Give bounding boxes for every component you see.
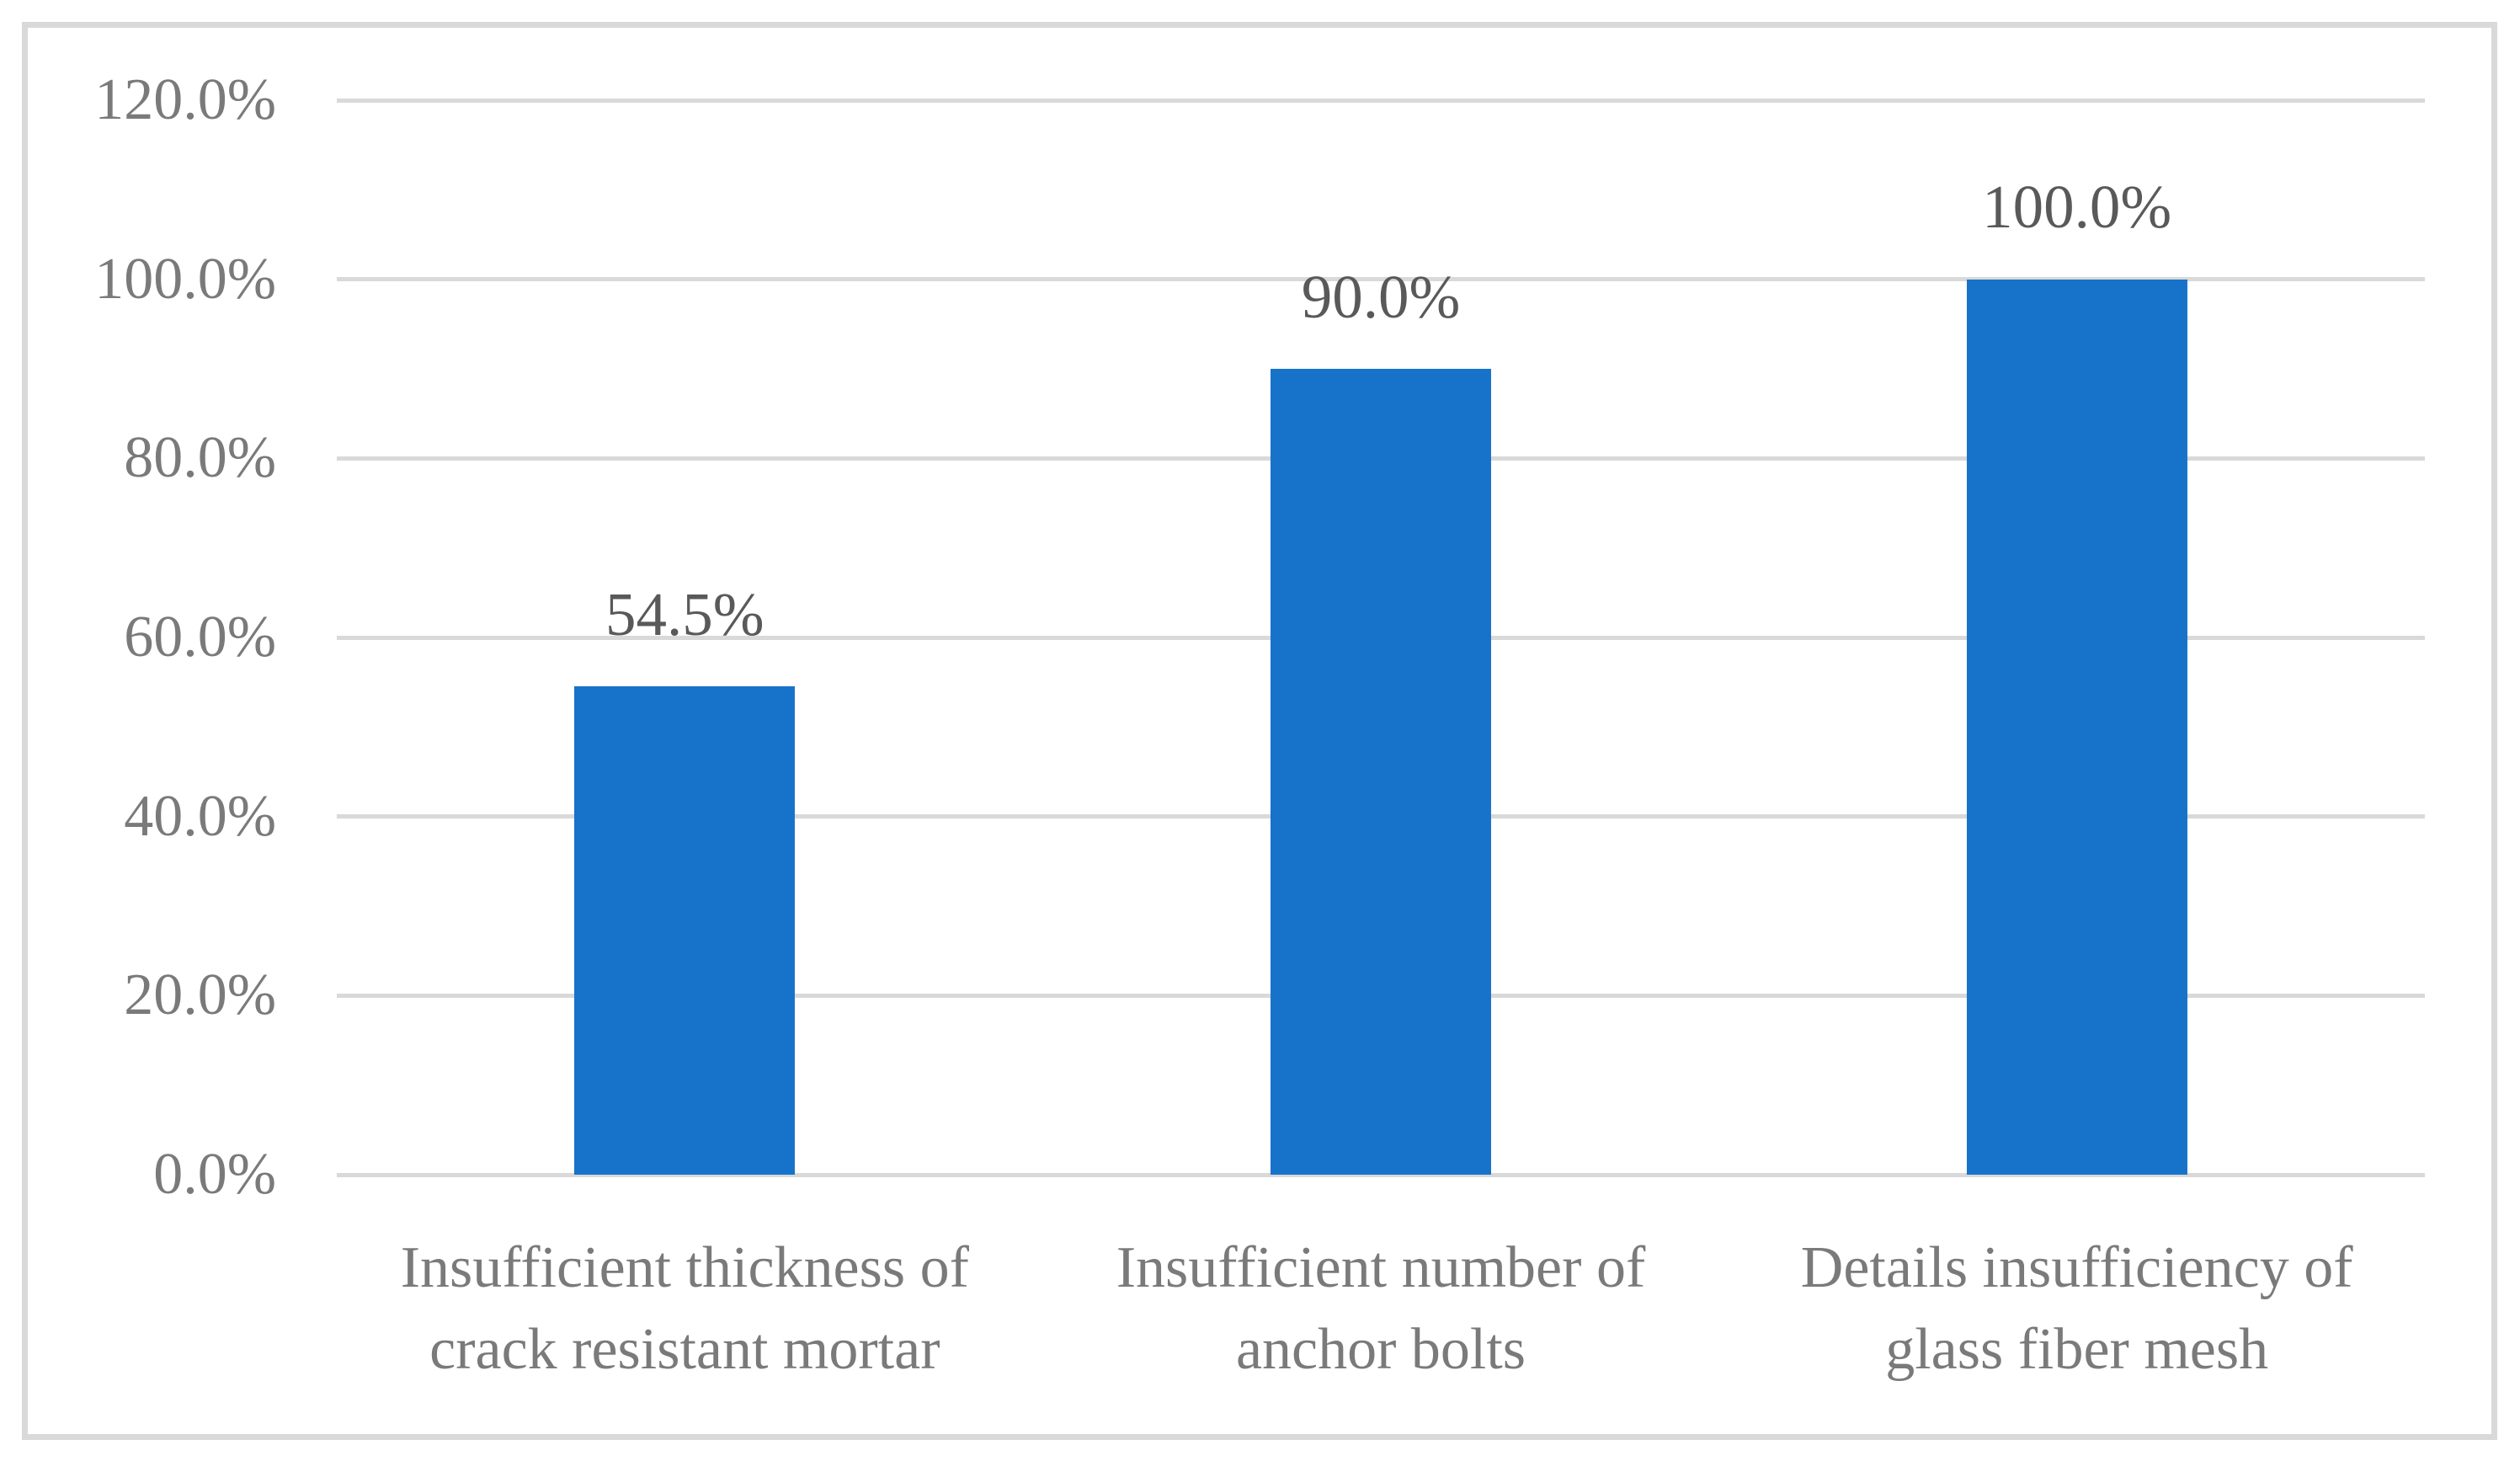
category-label-line: crack resistant mortar — [429, 1317, 940, 1382]
y-tick-label-120: 120.0% — [94, 67, 276, 132]
category-label-2: Insufficient number of anchor bolts — [1033, 1227, 1729, 1390]
bar-data-label-2: 90.0% — [1301, 262, 1461, 331]
gridline-120 — [337, 98, 2425, 103]
y-tick-label-80: 80.0% — [124, 425, 276, 491]
y-tick-label-40: 40.0% — [124, 783, 276, 849]
category-label-line: Details insufficiency of — [1800, 1235, 2353, 1300]
bar-column-2: 90.0% — [1033, 100, 1729, 1175]
category-label-line: anchor bolts — [1235, 1317, 1526, 1382]
bar-data-label-1: 54.5% — [605, 580, 765, 649]
category-label-line: Insufficient thickness of — [400, 1235, 969, 1300]
bar-column-3: 100.0% — [1729, 100, 2425, 1175]
category-label-3: Details insufficiency of glass fiber mesh — [1729, 1227, 2425, 1390]
y-tick-label-60: 60.0% — [124, 605, 276, 669]
category-label-line: glass fiber mesh — [1885, 1317, 2269, 1382]
chart-frame: 0.0% 20.0% 40.0% 60.0% 80.0% 100.0% 120.0% 54.… — [22, 22, 2497, 1440]
bar-3 — [1966, 279, 2187, 1175]
gridline-100 — [337, 277, 2425, 282]
y-tick-label-100: 100.0% — [94, 246, 276, 312]
bar-1 — [574, 686, 796, 1175]
bar-2 — [1270, 369, 1492, 1175]
gridline-0 — [337, 1172, 2425, 1177]
bar-column-1: 54.5% — [337, 100, 1033, 1175]
y-axis: 0.0% 20.0% 40.0% 60.0% 80.0% 100.0% 120.0% — [28, 71, 306, 1204]
category-label-1: Insufficient thickness of crack resistant… — [337, 1227, 1033, 1390]
bar-data-label-3: 100.0% — [1982, 173, 2172, 242]
category-label-line: Insufficient number of — [1116, 1235, 1646, 1300]
plot-area: 54.5% 90.0% 100.0% — [337, 98, 2425, 1177]
y-tick-label-0: 0.0% — [153, 1142, 276, 1207]
bars-row: 54.5% 90.0% 100.0% — [337, 100, 2425, 1175]
y-tick-label-20: 20.0% — [124, 962, 276, 1028]
